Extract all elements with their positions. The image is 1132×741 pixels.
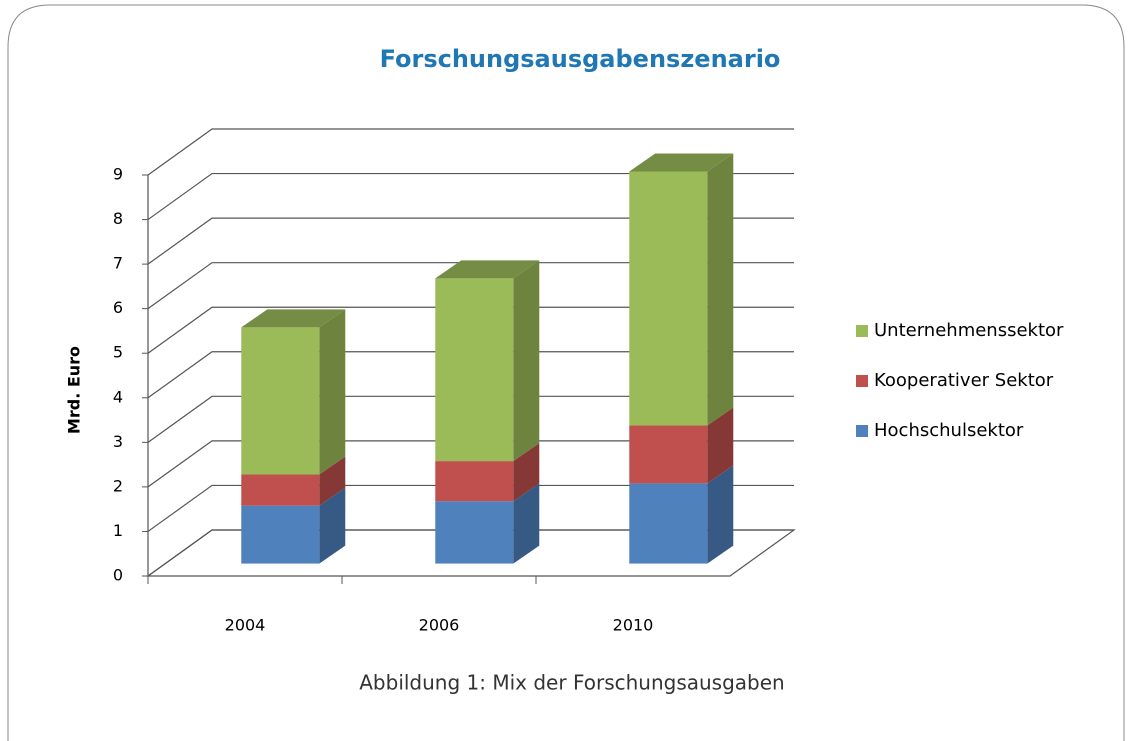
y-axis-label: Mrd. Euro xyxy=(65,346,84,434)
bar-side xyxy=(513,443,540,502)
grid-line xyxy=(147,262,794,310)
y-tick-label: 1 xyxy=(113,521,123,540)
bar xyxy=(629,171,708,426)
legend-swatch xyxy=(856,425,868,437)
bar xyxy=(629,425,708,484)
chart-title: Forschungsausgabenszenario xyxy=(380,45,781,73)
bar-side xyxy=(707,465,734,564)
grid-line xyxy=(147,306,794,354)
grid-line xyxy=(147,217,794,265)
bar-top xyxy=(629,153,734,172)
y-tick-label: 4 xyxy=(113,387,123,406)
grid-line xyxy=(147,351,794,399)
legend-label: Hochschulsektor xyxy=(874,420,1024,441)
y-tick-label: 0 xyxy=(113,566,123,585)
y-tick-label: 8 xyxy=(113,209,123,228)
y-tick-label: 3 xyxy=(113,432,123,451)
bar-top xyxy=(435,260,540,279)
bar-side xyxy=(707,407,734,484)
bar xyxy=(435,278,514,462)
x-tick-label: 2004 xyxy=(225,616,266,635)
bar-side xyxy=(707,153,734,426)
card-border xyxy=(7,4,1125,741)
legend-label: Unternehmenssektor xyxy=(874,320,1064,341)
bar-top xyxy=(241,309,346,328)
legend-swatch xyxy=(856,375,868,387)
bar-side xyxy=(319,456,346,506)
y-tick-label: 7 xyxy=(113,254,123,273)
bar-side xyxy=(513,260,540,462)
bar xyxy=(241,327,320,475)
bar xyxy=(241,474,320,506)
grid-line xyxy=(147,440,794,488)
legend-swatch xyxy=(856,325,868,337)
bar xyxy=(435,461,514,502)
y-tick-label: 6 xyxy=(113,298,123,317)
grid-line xyxy=(147,529,794,577)
bar xyxy=(629,483,708,564)
grid-line xyxy=(147,128,794,176)
bar xyxy=(241,505,320,564)
grid-line xyxy=(147,484,794,532)
x-tick-label: 2010 xyxy=(613,616,654,635)
grid-line xyxy=(147,395,794,443)
bar-side xyxy=(319,487,346,564)
bar xyxy=(435,501,514,564)
y-tick-label: 9 xyxy=(113,165,123,184)
y-tick-label: 2 xyxy=(113,476,123,495)
x-tick-label: 2006 xyxy=(419,616,460,635)
grid-line xyxy=(147,172,794,221)
bar-side xyxy=(513,483,540,564)
caption: Abbildung 1: Mix der Forschungsausgaben xyxy=(359,671,784,695)
bar-side xyxy=(319,309,346,475)
legend-label: Kooperativer Sektor xyxy=(874,370,1054,391)
y-tick-label: 5 xyxy=(113,343,123,362)
